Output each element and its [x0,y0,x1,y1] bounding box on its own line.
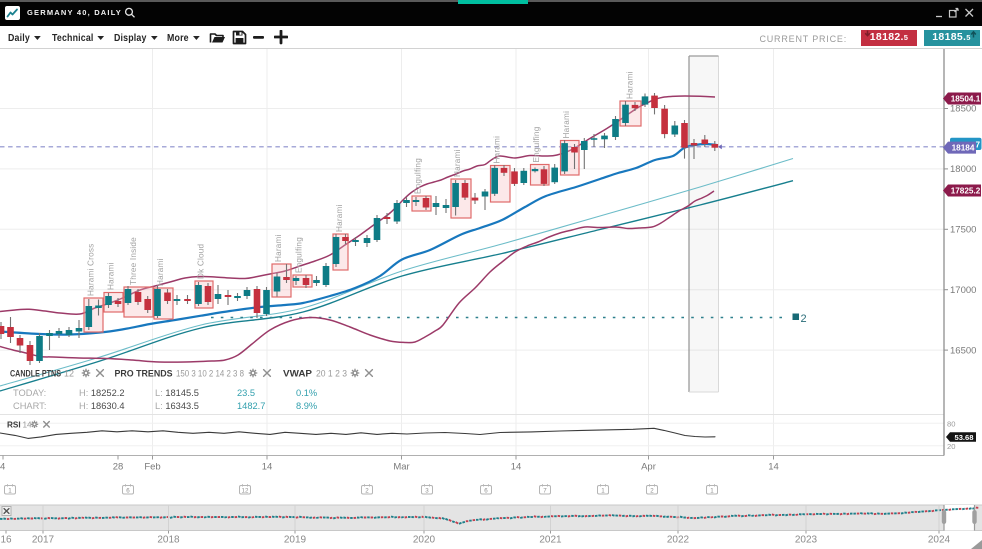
svg-text:53.68: 53.68 [954,433,973,442]
svg-text:2020: 2020 [413,535,436,546]
svg-text:Apr: Apr [641,462,656,473]
svg-text:6: 6 [126,487,130,494]
svg-text:18184: 18184 [952,144,975,153]
svg-text:1: 1 [710,487,714,494]
svg-text:12: 12 [242,487,249,494]
svg-text:3: 3 [425,487,429,494]
svg-text:Three Inside: Three Inside [129,237,138,285]
svg-text:CHART:: CHART: [13,401,46,411]
svg-text:1482.7: 1482.7 [237,401,265,411]
svg-text:1: 1 [601,487,605,494]
svg-text:2017: 2017 [32,535,55,546]
svg-text:12: 12 [64,369,74,379]
svg-text:20: 20 [947,442,955,451]
svg-text:14: 14 [511,462,522,473]
svg-text:14: 14 [23,420,33,429]
svg-text:7: 7 [975,139,980,149]
svg-text:2018: 2018 [157,535,180,546]
svg-text:PRO TRENDS: PRO TRENDS [115,369,173,379]
svg-text:Harami Cross: Harami Cross [87,244,96,296]
svg-text:Harami: Harami [107,262,116,290]
svg-text:0.1%: 0.1% [296,388,317,398]
svg-text:2024: 2024 [928,535,951,546]
svg-text:Harami: Harami [493,136,502,164]
svg-text:80: 80 [947,419,955,428]
svg-text:18500: 18500 [950,104,976,115]
svg-text:Harami: Harami [453,149,462,177]
svg-text:Engulfing: Engulfing [532,126,541,162]
svg-text:18504.1: 18504.1 [951,95,981,104]
svg-text:16: 16 [0,535,12,546]
svg-text:14: 14 [768,462,779,473]
svg-text:23.5: 23.5 [237,388,255,398]
svg-text:Dk Cloud: Dk Cloud [197,243,206,279]
svg-text:2022: 2022 [667,535,690,546]
svg-text:L: 18145.5: L: 18145.5 [155,388,199,398]
svg-text:Harami: Harami [156,258,165,286]
svg-text:Harami: Harami [562,111,571,139]
svg-text:Engulfing: Engulfing [295,237,304,273]
svg-text:18000: 18000 [950,164,976,175]
svg-text:17000: 17000 [950,285,976,296]
svg-text:17500: 17500 [950,225,976,236]
svg-text:2: 2 [650,487,654,494]
svg-text:Harami: Harami [626,71,635,99]
svg-text:H: 18630.4: H: 18630.4 [79,401,125,411]
svg-text:6: 6 [484,487,488,494]
svg-text:1: 1 [8,487,12,494]
svg-text:4: 4 [0,462,5,473]
svg-text:Harami: Harami [335,204,344,232]
svg-text:L: 16343.5: L: 16343.5 [155,401,199,411]
svg-text:Engulfing: Engulfing [414,158,423,194]
svg-text:2021: 2021 [539,535,562,546]
svg-text:H: 18252.2: H: 18252.2 [79,388,125,398]
svg-text:2: 2 [801,313,807,325]
svg-text:Mar: Mar [393,462,409,473]
svg-text:CANDLE PTNS: CANDLE PTNS [10,369,61,379]
svg-text:Feb: Feb [144,462,160,473]
svg-text:16500: 16500 [950,345,976,356]
svg-text:150 3 10 2 14 2 3 8: 150 3 10 2 14 2 3 8 [176,369,244,379]
svg-text:2023: 2023 [795,535,818,546]
svg-text:8.9%: 8.9% [296,401,317,411]
svg-text:14: 14 [262,462,273,473]
svg-text:VWAP: VWAP [283,369,312,379]
svg-text:Harami: Harami [274,234,283,262]
svg-text:RSI: RSI [7,420,21,429]
svg-text:2: 2 [365,487,369,494]
svg-text:TODAY:: TODAY: [13,388,46,398]
svg-text:7: 7 [543,487,547,494]
svg-text:20 1 2 3: 20 1 2 3 [316,369,347,379]
svg-text:17825.2: 17825.2 [951,187,981,196]
svg-text:28: 28 [113,462,124,473]
svg-text:2019: 2019 [284,535,307,546]
